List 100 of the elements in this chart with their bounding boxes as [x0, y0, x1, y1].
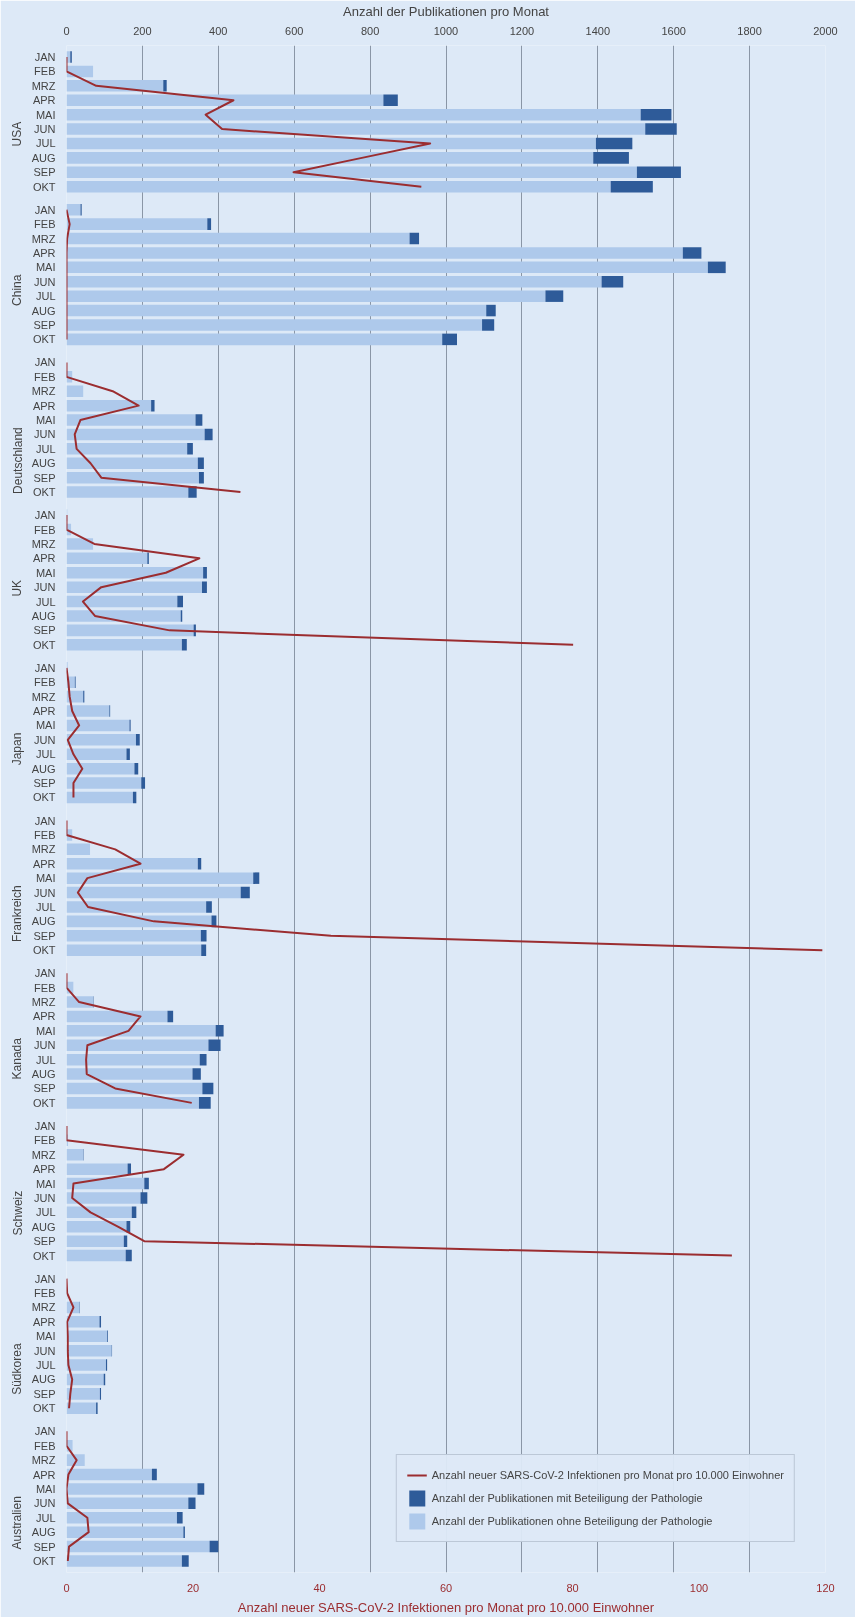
y-tick-label: JUL	[35, 595, 56, 608]
x-tick-label: 1000	[433, 24, 459, 37]
text: USA	[10, 121, 25, 147]
y-tick-label: JUL	[35, 1511, 56, 1524]
y-tick-label: APR	[32, 1468, 56, 1481]
y-tick-label: APR	[32, 705, 56, 718]
x-tick-label: 800	[360, 24, 380, 37]
y-tick-label: APR	[32, 552, 56, 565]
y-tick-label: JAN	[34, 1272, 56, 1285]
y-tick-label: MAI	[35, 261, 56, 274]
y-tick-label: MAI	[35, 566, 56, 579]
text: UK	[10, 579, 25, 597]
x-axis-title: Anzahl der Publikationen pro Monat	[343, 3, 550, 19]
y-tick-label: AUG	[31, 1068, 56, 1081]
x-tick-label: 0	[63, 24, 70, 37]
y-tick-label: SEP	[33, 1540, 56, 1553]
x-tick-label: 1600	[661, 24, 686, 37]
y-tick-label: MRZ	[31, 690, 56, 703]
text: Südkorea	[10, 1343, 25, 1395]
y-tick-label: MRZ	[31, 79, 56, 92]
legend-label: Anzahl neuer SARS-CoV-2 Infektionen pro Monat pro 10.000 Einwohner	[431, 1469, 784, 1481]
y-tick-label: MAI	[35, 1330, 56, 1343]
y-tick-label: JUL	[35, 137, 56, 150]
y-tick-label: MRZ	[31, 1148, 56, 1161]
x2-tick-label: 20	[186, 1581, 200, 1594]
y-tick-label: FEB	[34, 828, 56, 841]
y-tick-label: SEP	[33, 318, 56, 331]
y-tick-label: FEB	[34, 370, 56, 383]
x-tick-label: 600	[285, 24, 304, 37]
y-tick-label: MRZ	[31, 843, 56, 856]
y-tick-label: OKT	[32, 1402, 56, 1415]
y-tick-label: SEP	[33, 1235, 56, 1248]
y-tick-label: MRZ	[31, 1454, 56, 1467]
y-tick-label: MRZ	[31, 996, 56, 1009]
y-tick-label: JUN	[34, 1039, 56, 1052]
y-tick-label: JUL	[35, 290, 56, 303]
y-tick-label: MRZ	[31, 385, 56, 398]
y-tick-label: JUL	[35, 900, 56, 913]
y-tick-label: AUG	[31, 1373, 56, 1386]
y-tick-label: AUG	[31, 304, 56, 317]
y-tick-label: MAI	[35, 719, 56, 732]
y-tick-label: FEB	[34, 1134, 56, 1147]
y-tick-label: OKT	[32, 791, 56, 804]
y-tick-label: OKT	[32, 1249, 56, 1262]
y-tick-label: AUG	[31, 915, 56, 928]
y-tick-label: JAN	[34, 967, 56, 980]
y-tick-label: AUG	[31, 1220, 56, 1233]
x2-tick-label: 120	[816, 1581, 835, 1594]
y-tick-label: SEP	[33, 624, 56, 637]
y-tick-label: OKT	[32, 1554, 56, 1567]
y-tick-label: AUG	[31, 151, 56, 164]
y-tick-label: OKT	[32, 180, 56, 193]
x-tick-label: 2000	[813, 24, 838, 37]
y-tick-label: JUL	[35, 1053, 56, 1066]
x-tick-label: 400	[209, 24, 228, 37]
x-tick-label: 1800	[737, 24, 762, 37]
y-tick-label: AUG	[31, 609, 56, 622]
y-tick-label: JUN	[34, 886, 56, 899]
y-tick-label: JAN	[34, 51, 56, 64]
legend-label: Anzahl der Publikationen mit Beteiligung der Pathologie	[431, 1492, 703, 1504]
y-tick-label: SEP	[33, 471, 56, 484]
x2-axis-title: Anzahl neuer SARS-CoV-2 Infektionen pro Monat pro 10.000 Einwohner	[237, 1599, 655, 1615]
y-tick-label: SEP	[33, 929, 56, 942]
x-tick-label: 1200	[509, 24, 535, 37]
text: Deutschland	[10, 427, 25, 494]
y-tick-label: FEB	[34, 218, 56, 231]
text: Australien	[10, 1496, 25, 1550]
y-tick-label: MAI	[35, 1482, 56, 1495]
y-tick-label: OKT	[32, 638, 56, 651]
y-tick-label: JUL	[35, 1359, 56, 1372]
y-tick-label: AUG	[31, 457, 56, 470]
y-tick-label: FEB	[34, 65, 56, 78]
y-tick-label: OKT	[32, 1096, 56, 1109]
y-tick-label: JUN	[34, 428, 56, 441]
x2-tick-label: 100	[689, 1581, 709, 1594]
y-tick-label: JAN	[34, 509, 56, 522]
y-tick-label: JUN	[34, 123, 56, 136]
y-tick-label: JAN	[34, 814, 56, 827]
y-tick-label: FEB	[34, 1439, 56, 1452]
y-tick-label: JUN	[34, 1191, 56, 1204]
y-tick-label: JAN	[34, 1119, 56, 1132]
y-tick-label: MAI	[35, 1024, 56, 1037]
y-tick-label: JAN	[34, 203, 56, 216]
x2-tick-label: 40	[313, 1581, 326, 1594]
y-tick-label: JAN	[34, 1425, 56, 1438]
y-tick-label: FEB	[34, 676, 56, 689]
y-tick-label: AUG	[31, 1526, 56, 1539]
y-tick-label: JUL	[35, 748, 56, 761]
y-tick-label: JAN	[34, 661, 56, 674]
y-tick-label: APR	[32, 246, 56, 259]
y-tick-label: AUG	[31, 762, 56, 775]
y-tick-label: JUL	[35, 1206, 56, 1219]
y-tick-label: APR	[32, 1315, 56, 1328]
y-tick-label: SEP	[33, 1082, 56, 1095]
y-tick-label: OKT	[32, 486, 56, 499]
y-tick-label: MRZ	[31, 1301, 56, 1314]
y-tick-label: SEP	[33, 166, 56, 179]
y-tick-label: FEB	[34, 981, 56, 994]
legend-label: Anzahl der Publikationen ohne Beteiligung der Pathologie	[431, 1515, 713, 1527]
y-tick-label: JUN	[34, 275, 56, 288]
